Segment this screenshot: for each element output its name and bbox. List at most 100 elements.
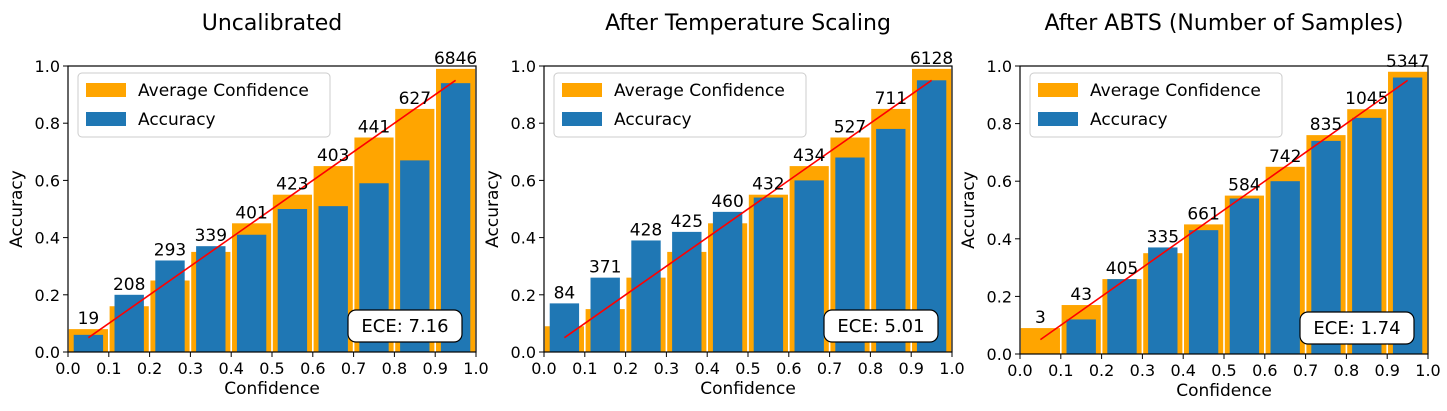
- x-tick-label: 0.8: [858, 359, 883, 378]
- accuracy-bar: [916, 80, 947, 353]
- bin-count-label: 527: [834, 118, 866, 138]
- x-tick-label: 0.7: [1293, 361, 1318, 380]
- x-axis-label: Confidence: [224, 379, 320, 399]
- x-tick-label: 1.0: [1415, 361, 1440, 380]
- legend-label-accuracy: Accuracy: [138, 110, 216, 130]
- x-tick-label: 0.1: [1048, 361, 1073, 380]
- bin-count-label: 3: [1035, 308, 1046, 328]
- x-tick-label: 0.3: [654, 359, 679, 378]
- y-tick-label: 0.4: [511, 229, 536, 248]
- x-tick-label: 1.0: [939, 359, 964, 378]
- perfect-calibration-line: [563, 79, 933, 339]
- x-tick-label: 0.6: [776, 359, 801, 378]
- chart-title: Uncalibrated: [202, 11, 342, 36]
- accuracy-bar: [318, 206, 348, 352]
- ece-box-frame: [823, 309, 939, 343]
- accuracy-bar: [1392, 77, 1423, 355]
- accuracy-bar: [73, 334, 104, 352]
- x-tick-label: 0.0: [531, 359, 556, 378]
- y-tick-label: 0.4: [987, 230, 1012, 249]
- x-tick-label: 0.6: [1252, 361, 1277, 380]
- x-tick-label: 0.2: [613, 359, 638, 378]
- ece-box-frame: [1299, 311, 1415, 345]
- bin-count-label: 6128: [910, 49, 953, 69]
- x-tick-label: 0.4: [218, 359, 243, 378]
- y-axis-label: Accuracy: [7, 170, 27, 248]
- x-tick-label: 0.4: [694, 359, 719, 378]
- legend-label-accuracy: Accuracy: [614, 110, 692, 130]
- x-tick-label: 0.5: [735, 359, 760, 378]
- bin-count-label: 460: [711, 192, 743, 212]
- legend-label-confidence: Average Confidence: [138, 81, 309, 101]
- legend: Average Confidence Accuracy: [1029, 72, 1283, 138]
- y-tick-label: 0.8: [511, 114, 536, 133]
- y-tick-label: 0.0: [511, 343, 536, 362]
- x-tick-label: 0.9: [1374, 361, 1399, 380]
- confidence-bar: [1020, 328, 1060, 354]
- bin-count-label: 711: [875, 89, 907, 109]
- legend-swatch-confidence: [562, 83, 602, 97]
- x-tick-label: 0.1: [96, 359, 121, 378]
- y-tick-label: 0.6: [511, 171, 536, 190]
- y-axis-label: Accuracy: [959, 171, 979, 249]
- bin-count-label: 742: [1269, 147, 1301, 167]
- perfect-calibration-line: [87, 79, 457, 339]
- accuracy-bar: [549, 303, 580, 352]
- accuracy-bar: [114, 294, 144, 352]
- x-tick-label: 0.6: [300, 359, 325, 378]
- bin-count-label: 434: [793, 146, 825, 166]
- legend-swatch-accuracy: [1038, 112, 1078, 126]
- legend-label-confidence: Average Confidence: [1090, 81, 1261, 101]
- bin-count-label: 627: [399, 89, 431, 109]
- y-tick-label: 0.2: [511, 286, 536, 305]
- bin-count-label: 208: [113, 275, 145, 295]
- x-tick-label: 0.5: [259, 359, 284, 378]
- x-tick-label: 0.2: [137, 359, 162, 378]
- chart-panel-3: After ABTS (Number of Samples) 3 43 405 335 6…: [959, 11, 1441, 401]
- y-tick-label: 0.2: [987, 287, 1012, 306]
- x-tick-label: 0.1: [572, 359, 597, 378]
- bin-count-label: 403: [317, 146, 349, 166]
- ece-value: ECE: 1.74: [1313, 318, 1400, 339]
- x-tick-label: 0.4: [1170, 361, 1195, 380]
- accuracy-bar: [631, 240, 661, 352]
- bin-count-label: 423: [276, 175, 308, 195]
- chart-panel-2: After Temperature Scaling 84 371 428 425 460 4…: [483, 11, 965, 399]
- y-tick-label: 0.0: [987, 345, 1012, 364]
- x-tick-label: 1.0: [463, 359, 488, 378]
- x-tick-label: 0.5: [1211, 361, 1236, 380]
- y-tick-label: 0.4: [35, 229, 60, 248]
- x-tick-label: 0.9: [898, 359, 923, 378]
- accuracy-bar: [590, 277, 620, 352]
- legend-box: [1029, 72, 1283, 138]
- bin-count-label: 425: [671, 212, 703, 232]
- legend-swatch-accuracy: [86, 112, 126, 126]
- y-tick-label: 0.0: [35, 343, 60, 362]
- legend: Average Confidence Accuracy: [77, 72, 331, 138]
- bin-count-label: 335: [1147, 227, 1179, 247]
- bin-count-label: 1045: [1345, 89, 1388, 109]
- legend-swatch-confidence: [86, 83, 126, 97]
- ece-box: ECE: 7.16: [347, 309, 463, 343]
- legend-box: [553, 72, 807, 138]
- x-tick-label: 0.7: [341, 359, 366, 378]
- bin-count-label: 5347: [1386, 52, 1429, 72]
- bin-count-label: 405: [1106, 259, 1138, 279]
- x-axis-label: Confidence: [1176, 381, 1272, 401]
- accuracy-bar: [1148, 247, 1178, 354]
- bin-count-label: 6846: [434, 49, 477, 69]
- x-axis-label: Confidence: [700, 379, 796, 399]
- bin-count-label: 661: [1187, 204, 1219, 224]
- y-tick-label: 0.8: [987, 115, 1012, 134]
- perfect-calibration-line: [1039, 79, 1409, 341]
- accuracy-bar: [672, 231, 702, 352]
- chart-title: After Temperature Scaling: [605, 11, 891, 36]
- x-tick-label: 0.8: [1334, 361, 1359, 380]
- accuracy-bar: [1229, 198, 1260, 354]
- accuracy-bar: [236, 234, 267, 352]
- bin-count-label: 835: [1310, 115, 1342, 135]
- y-tick-label: 1.0: [511, 57, 536, 76]
- ece-box-frame: [347, 309, 463, 343]
- y-tick-label: 1.0: [987, 57, 1012, 76]
